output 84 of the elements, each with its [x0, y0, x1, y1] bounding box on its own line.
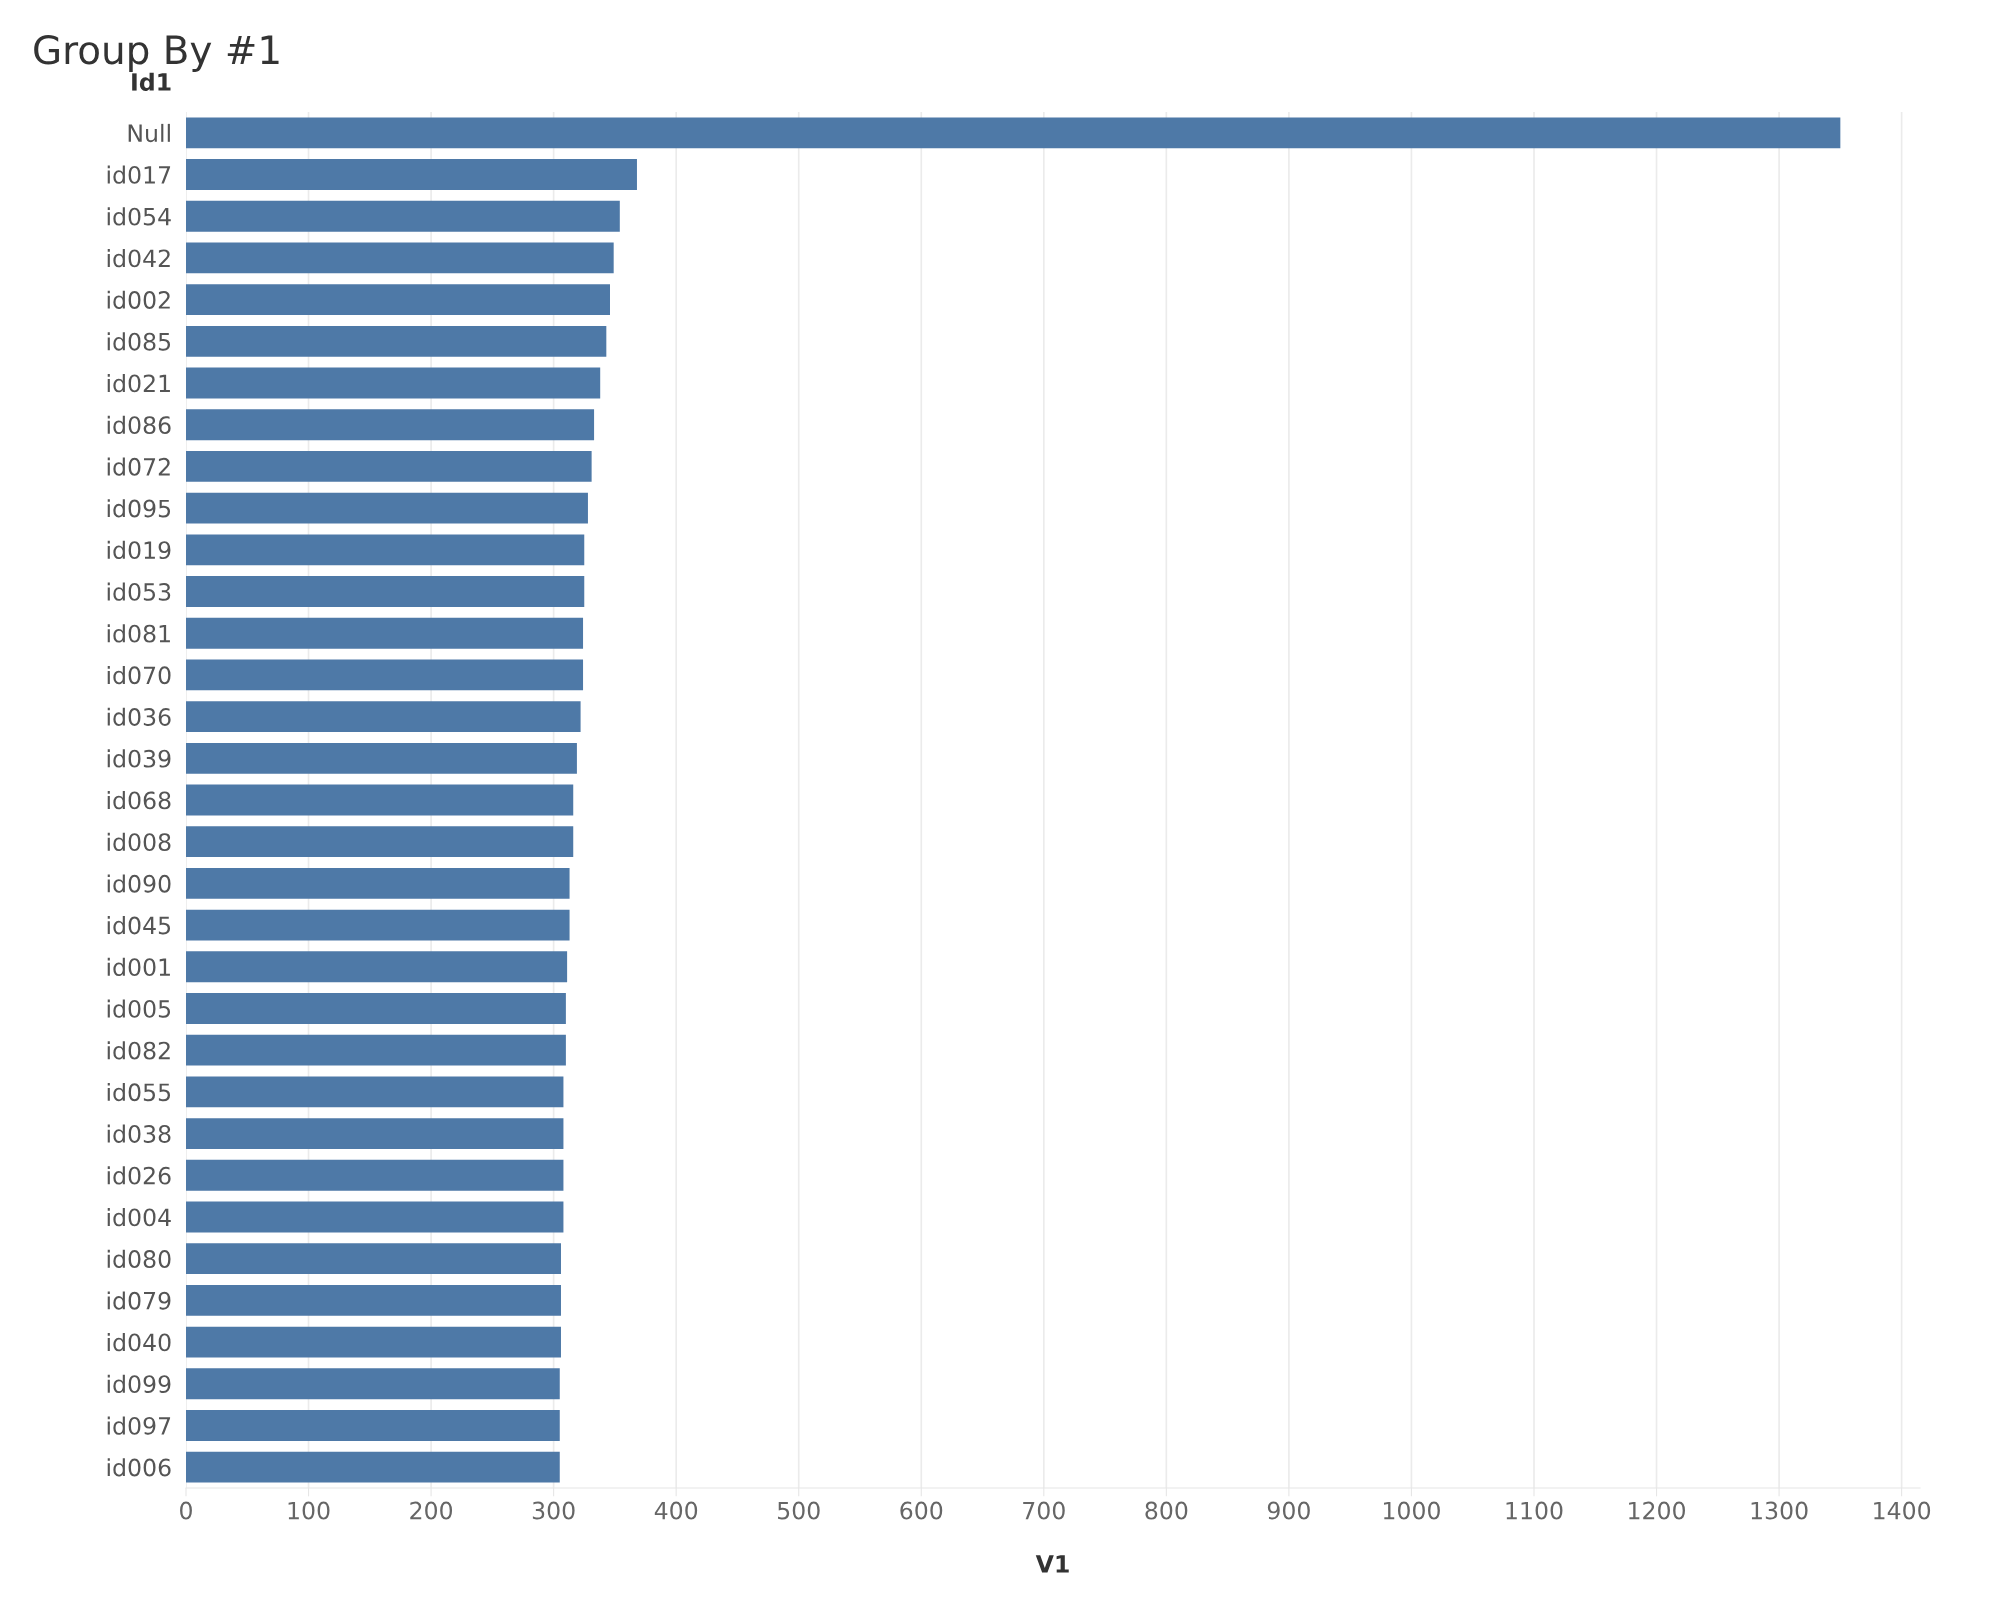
y-tick-label: id017 [107, 165, 171, 184]
x-axis-title: V1 [1035, 1555, 1069, 1573]
bar [186, 159, 637, 190]
x-tick-label: 1000 [1383, 1501, 1440, 1520]
y-tick-label: id001 [107, 957, 170, 977]
bar [186, 826, 574, 858]
bar [186, 242, 614, 274]
x-tick-label: 600 [900, 1501, 943, 1520]
y-tick-label: id005 [107, 999, 171, 1018]
y-tick-label: id097 [107, 1416, 171, 1435]
bar [186, 1326, 561, 1358]
bar [186, 1034, 566, 1066]
y-tick-label: id080 [107, 1249, 171, 1268]
y-tick-label: id072 [107, 457, 170, 476]
y-tick-label: id095 [107, 499, 171, 518]
bar [186, 867, 570, 899]
x-tick-label: 100 [288, 1501, 330, 1520]
y-tick-label: id026 [107, 1166, 171, 1185]
y-tick-label: id068 [107, 791, 171, 810]
y-tick-label: id004 [107, 1208, 171, 1227]
chart-title: Group By #1 [34, 35, 279, 72]
x-tick-label: 0 [180, 1501, 192, 1520]
bar [186, 784, 574, 816]
x-tick-label: 1100 [1506, 1501, 1563, 1520]
x-tick-label: 900 [1267, 1501, 1310, 1520]
bar [186, 1076, 564, 1108]
x-tick-label: 1400 [1874, 1501, 1931, 1520]
x-tick-label: 300 [532, 1501, 575, 1520]
y-tick-label: id039 [107, 749, 171, 768]
bar [186, 742, 577, 774]
y-tick-label: id082 [107, 1041, 170, 1060]
bar [186, 117, 1841, 149]
bar [186, 617, 584, 649]
bar [186, 1284, 561, 1316]
y-tick-label: id079 [107, 1291, 171, 1310]
bar [186, 701, 581, 733]
bar [186, 1368, 560, 1400]
y-tick-label: id002 [107, 290, 170, 309]
y-tick-label: id099 [107, 1374, 171, 1394]
x-tick-label: 1300 [1751, 1501, 1808, 1520]
y-tick-label: id081 [107, 624, 170, 643]
bar [186, 409, 595, 441]
bar [186, 993, 566, 1024]
y-tick-label: id055 [107, 1082, 171, 1102]
bar [186, 492, 588, 524]
bar [186, 200, 620, 232]
x-tick-label: 1200 [1629, 1501, 1686, 1520]
bar [186, 1159, 564, 1191]
y-tick-label: id070 [107, 665, 171, 685]
y-tick-label: id042 [107, 248, 170, 268]
y-tick-label: Null [128, 123, 170, 143]
y-tick-label: id085 [107, 332, 171, 351]
y-tick-label: id019 [107, 540, 171, 560]
x-tick-label: 200 [410, 1501, 453, 1520]
x-tick-label: 800 [1145, 1501, 1188, 1520]
bar [186, 951, 568, 983]
bar [186, 325, 607, 357]
y-tick-label: id086 [107, 415, 171, 435]
y-tick-label: id036 [107, 707, 171, 726]
y-tick-label: id008 [107, 832, 171, 851]
bar [186, 284, 610, 316]
bar [186, 576, 585, 607]
bar [186, 1118, 564, 1149]
y-tick-label: id053 [107, 582, 171, 601]
y-tick-label: id090 [107, 874, 171, 893]
y-tick-label: id038 [107, 1124, 171, 1143]
x-tick-label: 700 [1023, 1501, 1065, 1520]
bar [186, 1410, 560, 1441]
y-axis-title: Id1 [132, 72, 171, 91]
x-tick-label: 500 [778, 1501, 820, 1520]
bar [186, 1451, 560, 1483]
y-tick-label: id006 [107, 1458, 171, 1477]
bar [186, 1243, 561, 1275]
bar [186, 659, 584, 691]
bar [186, 451, 592, 482]
bar [186, 909, 570, 941]
bar [186, 1201, 564, 1233]
y-tick-label: id045 [107, 916, 171, 935]
x-tick-label: 400 [654, 1501, 698, 1520]
y-tick-label: id040 [107, 1333, 171, 1352]
bar [186, 367, 601, 399]
bar [186, 534, 585, 566]
y-tick-label: id054 [107, 207, 171, 226]
y-tick-label: id021 [107, 374, 170, 393]
